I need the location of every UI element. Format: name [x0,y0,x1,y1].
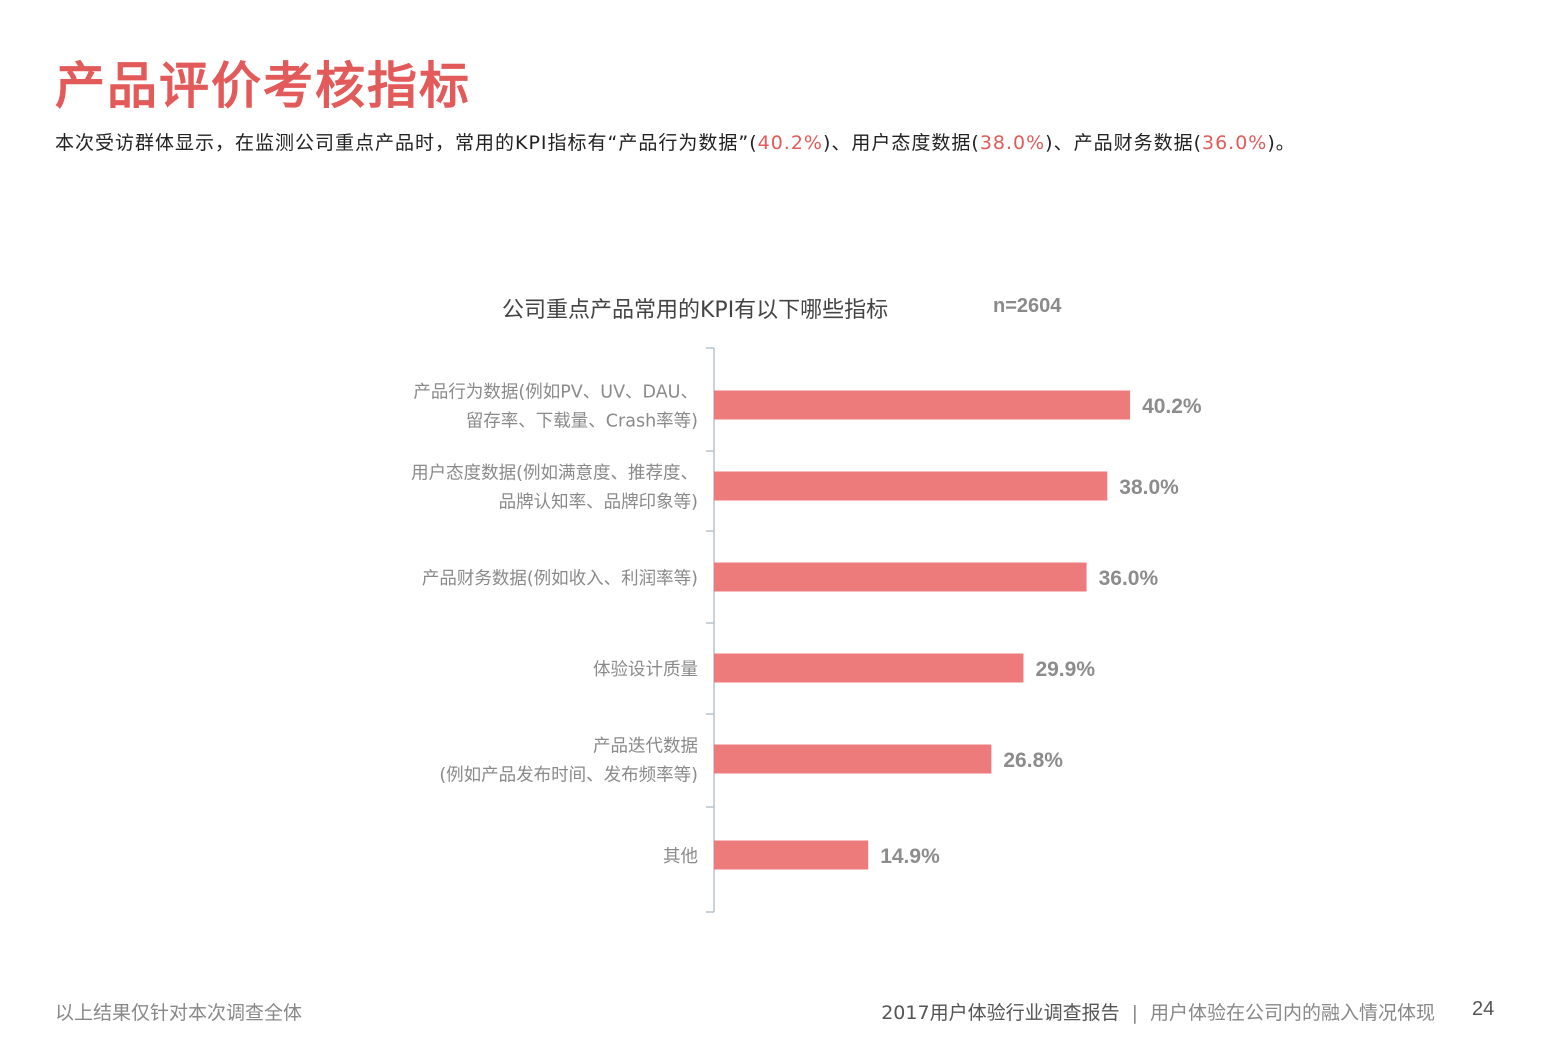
data-label: 40.2% [1142,395,1202,418]
footer-note: 以上结果仅针对本次调查全体 [55,1002,303,1024]
bar [714,744,992,774]
category-label: 产品迭代数据 [593,737,698,757]
bar [714,653,1024,683]
category-label: 体验设计质量 [593,660,698,680]
bar [714,562,1087,592]
summary-part-4: )。 [1267,132,1296,154]
summary-value-3: 36.0% [1202,132,1268,154]
data-label: 29.9% [1035,658,1095,681]
summary-text: 本次受访群体显示，在监测公司重点产品时，常用的KPI指标有“产品行为数据”(40… [55,128,1455,158]
bar [714,840,869,870]
summary-value-1: 40.2% [757,132,823,154]
chart-sample-size: n=2604 [993,295,1062,317]
bar [714,471,1108,501]
summary-part-1: 本次受访群体显示，在监测公司重点产品时，常用的KPI指标有“产品行为数据”( [55,132,758,154]
footer-report-title: 2017用户体验行业调查报告 [881,1002,1120,1024]
page-title: 产品评价考核指标 [55,57,471,115]
footer-separator: | [1131,1002,1138,1024]
summary-part-2: )、用户态度数据( [822,132,980,154]
category-label: 品牌认知率、品牌印象等) [499,493,698,513]
summary-part-3: )、产品财务数据( [1045,132,1202,154]
footer-report-info: 2017用户体验行业调查报告 | 用户体验在公司内的融入情况体现 [881,998,1435,1025]
data-label: 26.8% [1003,749,1063,772]
category-label: 产品行为数据(例如PV、UV、DAU、 [413,383,698,403]
category-label: 其他 [663,847,698,867]
category-label: 用户态度数据(例如满意度、推荐度、 [411,464,698,484]
bar [714,390,1131,420]
summary-value-2: 38.0% [979,132,1046,154]
data-label: 36.0% [1099,567,1159,590]
data-label: 14.9% [880,845,940,868]
category-label: 留存率、下载量、Crash率等) [466,412,698,432]
category-label: 产品财务数据(例如收入、利润率等) [422,569,698,589]
chart-title: 公司重点产品常用的KPI有以下哪些指标 [502,298,889,323]
category-label: (例如产品发布时间、发布频率等) [439,766,698,786]
footer-section-title: 用户体验在公司内的融入情况体现 [1149,1002,1435,1024]
page-number: 24 [1472,998,1495,1020]
data-label: 38.0% [1119,476,1179,499]
